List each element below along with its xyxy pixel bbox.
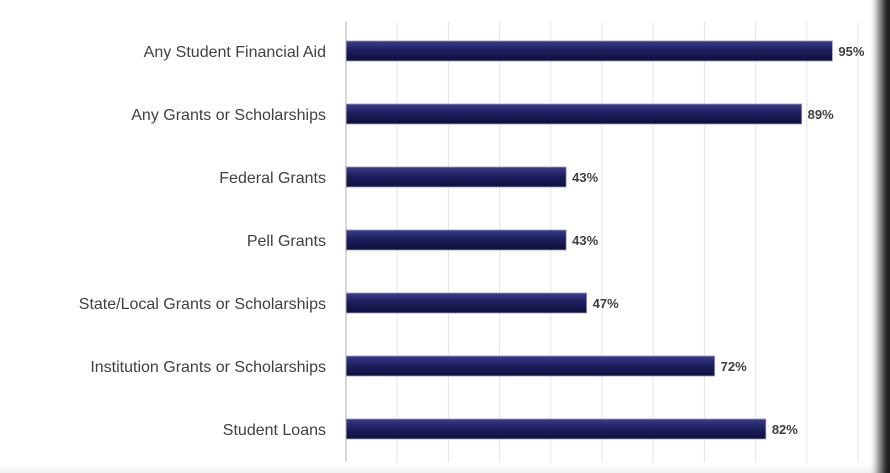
value-label: 95% [838, 44, 864, 59]
category-label: State/Local Grants or Scholarships [79, 296, 326, 313]
category-label: Federal Grants [219, 170, 326, 187]
bar [345, 229, 567, 251]
value-label: 82% [772, 422, 798, 437]
value-label: 43% [572, 170, 598, 185]
bar [345, 418, 767, 440]
bars [345, 40, 833, 440]
value-label: 47% [593, 296, 619, 311]
bar [345, 355, 716, 377]
bar [345, 103, 803, 125]
category-label: Pell Grants [247, 233, 326, 250]
category-labels: Any Student Financial Aid Any Grants or S… [79, 44, 326, 439]
category-label: Institution Grants or Scholarships [90, 359, 326, 376]
category-label: Student Loans [223, 422, 326, 439]
bar [345, 166, 567, 188]
gridlines [396, 22, 859, 462]
value-label: 89% [808, 107, 834, 122]
category-label: Any Student Financial Aid [144, 44, 326, 61]
category-label: Any Grants or Scholarships [131, 107, 326, 124]
value-label: 43% [572, 233, 598, 248]
value-labels: 95% 89% 43% 43% 47% 72% 82% [572, 44, 865, 437]
value-label: 72% [721, 359, 747, 374]
bar [345, 292, 588, 314]
bar [345, 40, 833, 62]
